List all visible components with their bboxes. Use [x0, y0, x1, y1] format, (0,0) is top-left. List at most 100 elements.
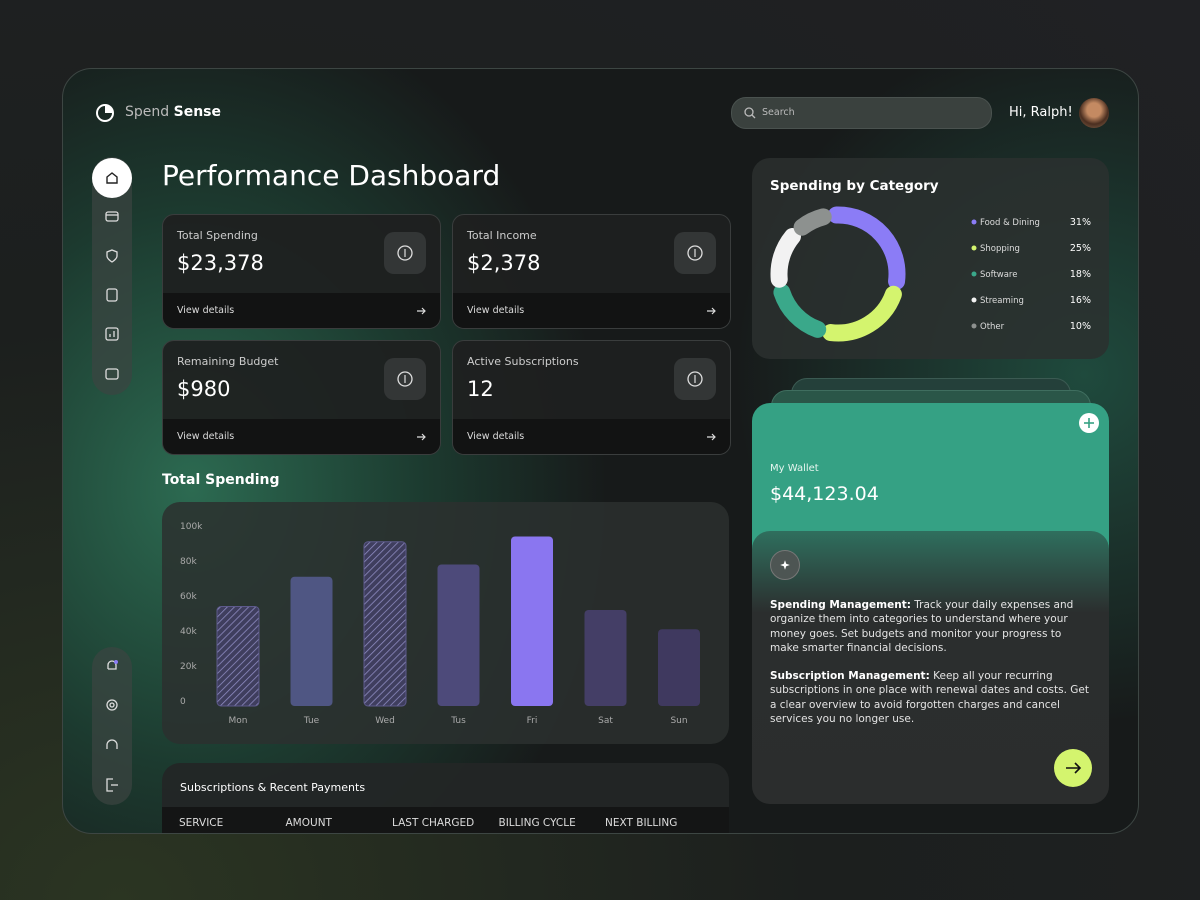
donut-segment[interactable] — [773, 283, 827, 338]
bar[interactable] — [363, 541, 407, 707]
nav-icons[interactable] — [105, 210, 119, 400]
next-button[interactable] — [1054, 749, 1092, 787]
x-tick-label: Tus — [450, 716, 466, 726]
stat-card: Total Spending $23,378 View details — [162, 214, 441, 329]
x-tick-label: Sat — [598, 716, 613, 726]
brand: Spend Sense — [125, 104, 221, 120]
y-tick-label: 0 — [180, 697, 186, 707]
info-heading: Spending Management: — [770, 599, 911, 611]
stat-card: Remaining Budget $980 View details — [162, 340, 441, 455]
card-link[interactable]: View details — [177, 305, 235, 316]
card-link[interactable]: View details — [467, 305, 525, 316]
page-title: Performance Dashboard — [162, 159, 501, 192]
card-icon — [384, 232, 426, 274]
logo — [96, 104, 114, 122]
column-header[interactable]: NEXT BILLING — [605, 817, 678, 829]
avatar[interactable] — [1079, 98, 1109, 128]
bar[interactable] — [437, 564, 480, 707]
legend-dot — [971, 297, 977, 303]
card-footer[interactable]: View details — [453, 419, 730, 454]
column-header[interactable]: LAST CHARGED — [392, 817, 475, 829]
x-tick-label: Tue — [303, 716, 320, 726]
info-paragraph: Subscription Management: Keep all your r… — [770, 669, 1092, 726]
nav-icons-bottom[interactable] — [105, 659, 119, 799]
search-box[interactable]: Search — [731, 97, 992, 129]
search-placeholder: Search — [762, 107, 795, 118]
x-tick-label: Wed — [375, 716, 395, 726]
wallet-amount: $44,123.04 — [770, 483, 879, 505]
chart-title: Total Spending — [162, 472, 280, 488]
chart-panel: 0 20k 40k 60k 80k 100k Mon Tue Wed Tus Fri Sat Sun — [162, 502, 729, 744]
stat-card: Active Subscriptions 12 View details — [452, 340, 731, 455]
brand-light: Spend — [125, 104, 170, 120]
bar[interactable] — [658, 629, 700, 706]
legend-label: Other — [980, 322, 1005, 332]
legend-value: 18% — [1070, 269, 1091, 280]
bar-chart: 0 20k 40k 60k 80k 100k Mon Tue Wed Tus Fri Sat Sun — [180, 522, 700, 726]
sidebar-top — [92, 157, 132, 395]
x-tick-label: Fri — [527, 716, 538, 726]
card-value: $2,378 — [467, 251, 541, 275]
stat-card: Total Income $2,378 View details — [452, 214, 731, 329]
donut-segment[interactable] — [827, 206, 906, 290]
legend-label: Software — [980, 270, 1017, 280]
card-footer[interactable]: View details — [163, 293, 440, 328]
card-icon — [674, 232, 716, 274]
x-tick-label: Sun — [670, 716, 687, 726]
legend-value: 16% — [1070, 295, 1091, 306]
category-panel: Spending by Category Food & Dining 31% Sho… — [752, 158, 1109, 359]
legend-label: Shopping — [980, 244, 1020, 254]
card-link[interactable]: View details — [177, 431, 235, 442]
bar[interactable] — [216, 606, 260, 707]
legend-dot — [971, 323, 977, 329]
info-card: Spending Management: Track your daily ex… — [752, 531, 1109, 804]
info-paragraph: Spending Management: Track your daily ex… — [770, 598, 1092, 655]
column-header[interactable]: AMOUNT — [285, 817, 332, 829]
legend-dot — [971, 219, 977, 225]
table-title: Subscriptions & Recent Payments — [180, 781, 366, 794]
x-tick-label: Mon — [229, 716, 248, 726]
legend-value: 25% — [1070, 243, 1091, 254]
bar[interactable] — [584, 610, 627, 706]
legend-label: Food & Dining — [980, 218, 1040, 228]
info-text: Spending Management: Track your daily ex… — [770, 598, 1092, 740]
legend-dot — [971, 271, 977, 277]
brand-bold: Sense — [173, 104, 221, 120]
card-icon — [674, 358, 716, 400]
card-link[interactable]: View details — [467, 431, 525, 442]
info-body: Keep all your recurring subscriptions in… — [770, 670, 1089, 726]
column-header[interactable]: BILLING CYCLE — [498, 817, 576, 829]
sparkle-icon — [770, 550, 800, 580]
column-header[interactable]: SERVICE — [179, 817, 224, 829]
y-tick-label: 40k — [180, 627, 197, 637]
card-label: Active Subscriptions — [467, 355, 579, 368]
wallet-label: My Wallet — [770, 463, 819, 474]
donut-segment[interactable] — [793, 208, 832, 236]
add-button[interactable] — [1079, 413, 1099, 433]
card-icon — [384, 358, 426, 400]
card-label: Remaining Budget — [177, 355, 279, 368]
card-footer[interactable]: View details — [453, 293, 730, 328]
donut-chart: Food & Dining 31% Shopping 25% Software 18% St… — [770, 206, 1091, 342]
donut-segment[interactable] — [822, 285, 902, 342]
y-tick-label: 100k — [180, 522, 203, 532]
bar[interactable] — [290, 576, 333, 706]
donut-segment[interactable] — [770, 227, 801, 288]
info-heading: Subscription Management: — [770, 670, 930, 683]
card-footer[interactable]: View details — [163, 419, 440, 454]
greeting: Hi, Ralph! — [1009, 105, 1073, 120]
y-tick-label: 80k — [180, 557, 197, 567]
sidebar-bottom — [92, 647, 132, 805]
y-tick-label: 60k — [180, 592, 197, 602]
legend-value: 31% — [1070, 217, 1091, 228]
table-header: SERVICE AMOUNT LAST CHARGED BILLING CYCLE NE… — [162, 807, 729, 833]
card-value: $23,378 — [177, 251, 264, 275]
legend-dot — [971, 245, 977, 251]
category-title: Spending by Category — [770, 178, 939, 194]
card-label: Total Income — [467, 229, 537, 242]
nav-home[interactable] — [92, 158, 132, 198]
bar[interactable] — [511, 536, 553, 707]
legend-label: Streaming — [980, 296, 1024, 306]
card-value: 12 — [467, 377, 494, 401]
